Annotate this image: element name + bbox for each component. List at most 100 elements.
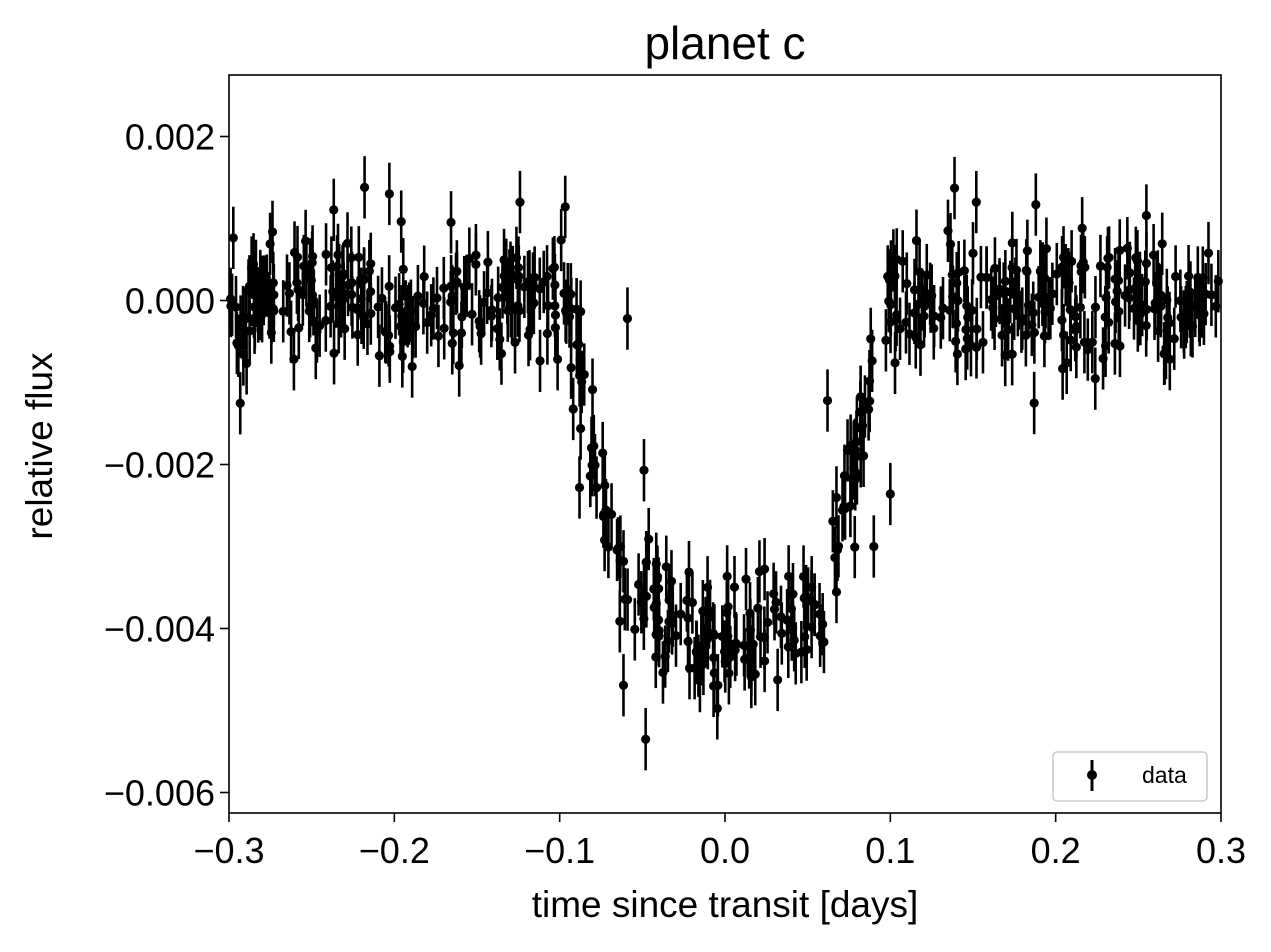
data-point (550, 274, 560, 338)
data-point (265, 212, 275, 276)
data-point-marker (1175, 296, 1185, 306)
data-point (783, 615, 793, 678)
data-point-marker (228, 233, 238, 243)
data-point-marker (566, 363, 576, 373)
data-point-marker (822, 395, 833, 406)
data-point-marker (1000, 318, 1011, 329)
y-tick-label: −0.006 (104, 773, 215, 814)
data-point-marker (523, 330, 534, 340)
data-point (864, 350, 875, 413)
data-point (304, 279, 314, 343)
data-point-marker (683, 636, 693, 647)
data-point-marker (1142, 304, 1152, 315)
data-point-marker (691, 647, 701, 657)
data-point (1110, 247, 1120, 311)
data-point-marker (1201, 289, 1211, 299)
data-point-marker (885, 489, 895, 499)
data-point-marker (549, 262, 560, 272)
data-point (945, 279, 955, 342)
data-point (951, 310, 961, 373)
data-point-marker (1129, 303, 1139, 314)
data-point-marker (568, 404, 578, 414)
data-point-marker (731, 640, 742, 650)
data-point-marker (1211, 301, 1221, 311)
data-point (459, 255, 469, 319)
data-point-marker (952, 349, 963, 359)
data-point (1000, 292, 1011, 355)
data-point-marker (743, 641, 753, 651)
x-tick-label: 0.0 (700, 830, 750, 871)
data-point-marker (661, 562, 671, 572)
data-point-marker (1090, 374, 1100, 384)
data-point-marker (925, 289, 935, 299)
data-point (601, 478, 611, 542)
data-point-marker (890, 358, 900, 368)
data-point (514, 279, 525, 342)
data-point (333, 223, 343, 287)
data-point-marker (535, 284, 545, 294)
data-point (1028, 281, 1038, 344)
data-point (855, 380, 865, 444)
data-point-marker (783, 642, 793, 652)
data-point-marker (1141, 210, 1151, 221)
data-point-marker (722, 608, 732, 618)
data-point-marker (574, 339, 584, 349)
data-point (846, 414, 856, 477)
data-point-marker (641, 591, 651, 602)
data-point-marker (432, 293, 442, 303)
data-point (1171, 245, 1181, 308)
data-point (895, 297, 905, 360)
data-point-marker (1149, 250, 1159, 260)
data-point-marker (1000, 350, 1010, 360)
data-point-marker (418, 298, 429, 308)
data-point (890, 331, 900, 395)
data-point (1149, 223, 1159, 287)
data-point (676, 582, 686, 646)
data-point (384, 162, 394, 226)
data-point-marker (506, 301, 516, 311)
legend-label-data: data (1142, 762, 1187, 788)
data-point-marker (374, 351, 384, 361)
data-point-marker (289, 354, 299, 364)
data-point-marker (340, 324, 350, 334)
data-point-marker (660, 652, 670, 662)
data-point (1023, 273, 1034, 337)
data-points (226, 156, 1223, 771)
data-point-marker (676, 609, 686, 619)
data-point (911, 306, 921, 369)
data-point (515, 170, 525, 234)
data-point (1129, 277, 1139, 340)
data-point-marker (1183, 271, 1194, 281)
data-point-marker (292, 252, 303, 262)
x-tick-label: −0.3 (193, 830, 264, 871)
data-point-marker (329, 348, 339, 358)
data-point (814, 583, 825, 646)
data-point (321, 289, 331, 352)
data-point (945, 213, 956, 276)
data-point-marker (1132, 256, 1143, 266)
data-point (501, 238, 511, 302)
data-point-marker (760, 656, 770, 666)
data-point (579, 343, 589, 406)
data-point-marker (524, 276, 535, 286)
data-point-marker (698, 659, 709, 669)
data-point-marker (708, 681, 719, 691)
y-axis-label: relative flux (19, 352, 60, 540)
data-point-marker (353, 303, 363, 313)
data-point (1013, 274, 1023, 337)
data-point (1022, 219, 1032, 282)
data-point (1095, 234, 1106, 298)
data-point-marker (682, 595, 692, 606)
data-point (759, 537, 770, 601)
data-point-marker (962, 301, 972, 311)
data-point-marker (342, 238, 353, 248)
data-point (492, 297, 502, 360)
data-point (1029, 371, 1039, 435)
x-tick-label: 0.1 (865, 830, 915, 871)
data-point (729, 556, 740, 619)
y-tick-label: 0.000 (125, 281, 215, 322)
data-point (914, 240, 925, 304)
data-point (968, 222, 978, 285)
data-point-marker (422, 318, 432, 328)
